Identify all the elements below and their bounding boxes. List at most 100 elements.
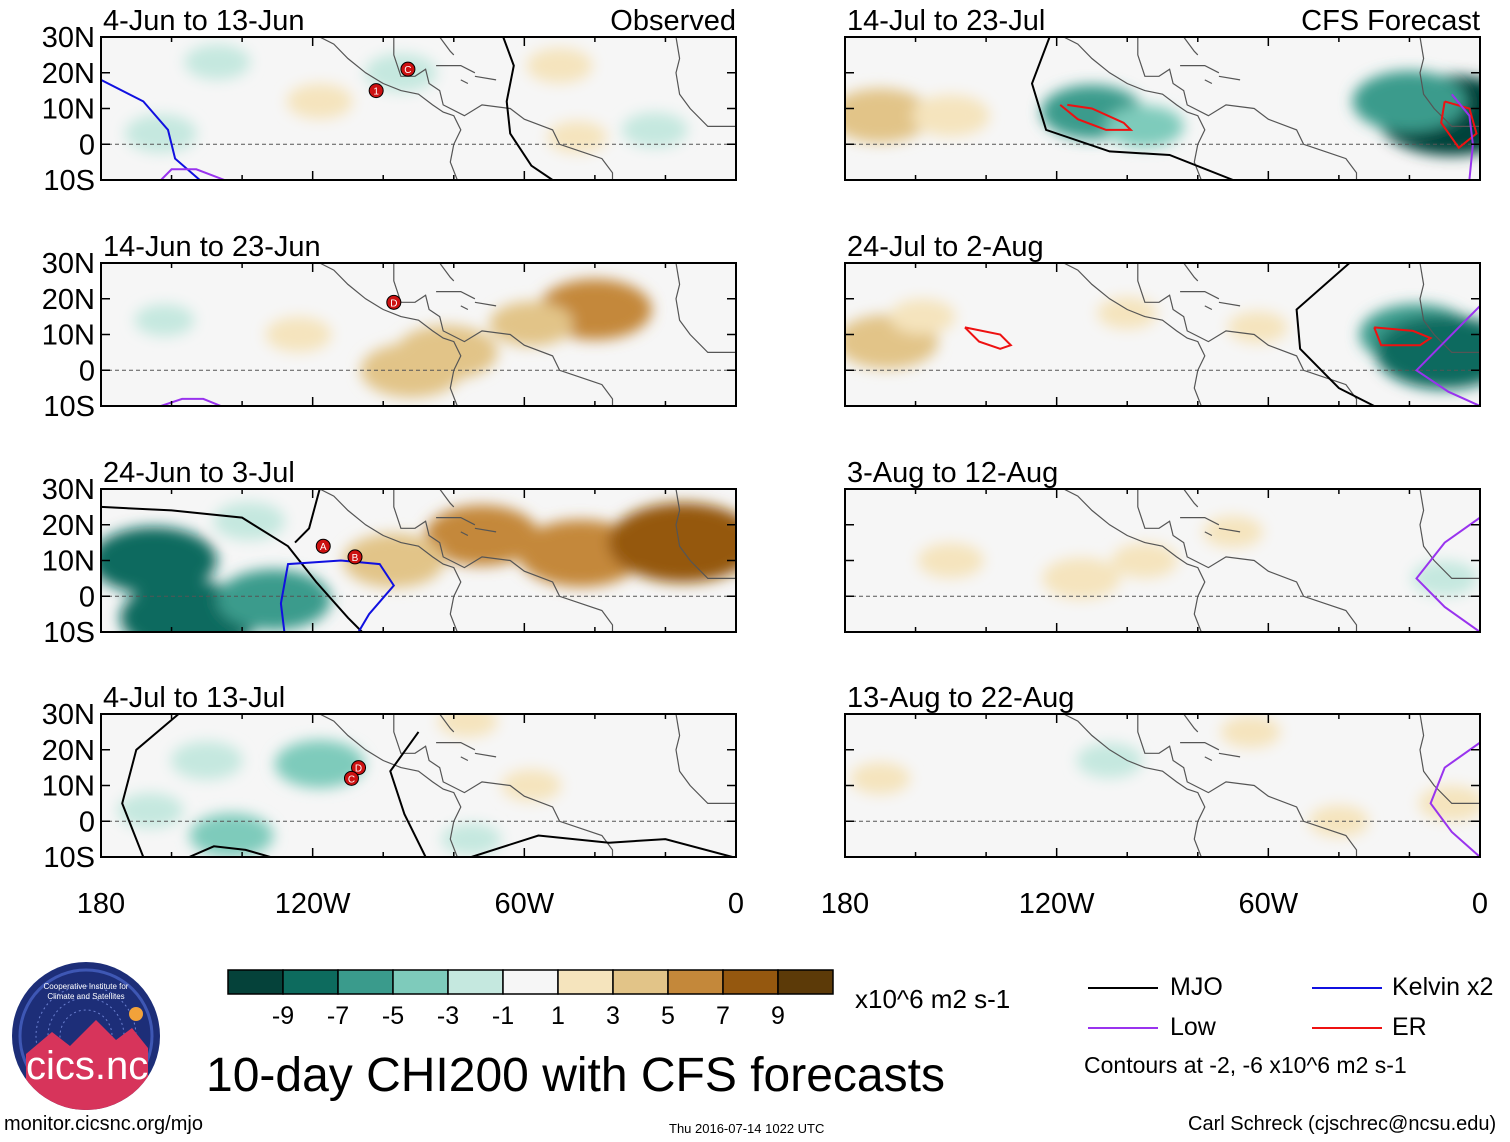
contour-low [1429,741,1480,857]
panel-background [845,714,1480,857]
coastline [1419,714,1480,804]
anomaly-blob [845,88,932,143]
anomaly-blob [608,502,736,583]
anomaly-blob [526,48,593,84]
storm-marker-label: C [404,65,411,76]
lat-tick-label: 30N [42,22,95,54]
coastline [1419,263,1480,353]
lat-tick-label: 10N [42,546,95,578]
anomaly-blob [1227,311,1288,344]
storm-marker-label: D [390,298,397,309]
coastline [1218,301,1241,307]
contour-mjo [121,714,180,857]
colorbar: -9 -7 -5 -3 -1 1 3 5 7 9 [227,969,834,1030]
coastline [1419,489,1480,579]
panel-period-label: 24-Jun to 3-Jul [103,457,295,489]
colorbar-swatch [722,969,779,995]
legend-label-mjo: MJO [1170,973,1223,1001]
contour-mjo [502,37,554,180]
colorbar-tick-label: -3 [437,1002,459,1030]
colorbar-tick-label: -9 [272,1002,294,1030]
coastline [1180,742,1220,751]
colorbar-swatch [667,969,724,995]
lat-tick-label: 10N [42,94,95,126]
lat-tick-label: 20N [42,735,95,767]
storm-marker-label: B [352,553,359,564]
storm-marker: C [343,770,359,786]
anomaly-blob [364,53,437,92]
anomaly-blob [286,83,353,119]
coastline [1204,305,1213,311]
lon-tick-label: 120W [275,888,351,920]
cics-logo: cics.nc Cooperative Institute for Climat… [12,962,160,1110]
panel-source-label: Observed [610,5,736,37]
coastline [1183,489,1199,508]
colorbar-tick-label: 3 [606,1002,620,1030]
panel-period-label: 13-Aug to 22-Aug [847,682,1074,714]
colorbar-swatch [612,969,669,995]
lat-tick-label: 10N [42,771,95,803]
contour-mjo [294,489,321,544]
anomaly-blob [1097,297,1158,330]
footer-author: Carl Schreck (cjschrec@ncsu.edu) [1188,1113,1497,1135]
logo-graphic-icon [18,968,154,1110]
storm-marker-label: C [348,774,355,785]
lat-tick-label: 10S [43,617,95,649]
anomaly-blob [1105,105,1184,148]
coastline [1183,263,1199,282]
logo-ring-text: Cooperative Institute for Climate and Sa… [43,982,129,1001]
storm-marker-label: 1 [373,87,379,98]
contour-er [1059,103,1134,131]
coastline [1180,65,1220,74]
panel-period-label: 14-Jun to 23-Jun [103,231,321,263]
coastline [439,37,455,56]
lat-tick-label: 20N [42,284,95,316]
colorbar-tick-label: 7 [716,1002,730,1030]
colorbar-swatch [557,969,614,995]
lat-tick-label: 30N [42,248,95,280]
coastline [1204,79,1213,85]
footer-url: monitor.cicsnc.org/mjo [4,1113,203,1135]
anomaly-blob [437,714,498,738]
lat-tick-label: 10S [43,391,95,423]
coastline [436,291,476,300]
coastline [439,263,455,282]
coastline [675,263,736,353]
colorbar-tick-label: 5 [661,1002,675,1030]
coastline [474,75,497,81]
storm-marker: A [315,538,331,554]
anomaly-blob [1111,542,1178,579]
coastline [474,301,497,307]
anomaly-blob [1375,315,1480,390]
lat-tick-label: 0 [79,355,95,387]
coastline [1183,37,1199,56]
coastline [460,79,469,85]
colorbar-swatch [227,969,284,995]
panel-period-label: 14-Jul to 23-Jul [847,5,1045,37]
anomaly-blob [986,504,1035,531]
lon-tick-label: 180 [821,888,869,920]
coastline [319,489,462,632]
anomaly-blob [265,316,332,353]
anomaly-blob [850,762,911,795]
panel-8: 13-Aug to 22-Aug 180 120W 60W 0 [821,682,1488,920]
coastline [1063,489,1206,632]
anomaly-blob [1042,557,1121,600]
contour-low [160,168,225,180]
coastline [319,263,462,406]
colorbar-tick-label: -7 [327,1002,349,1030]
panel-period-label: 4-Jul to 13-Jul [103,682,285,714]
anomaly-blob [621,112,688,148]
storm-marker-label: A [320,542,327,553]
lat-tick-label: 0 [79,806,95,838]
coastline [1063,714,1206,857]
coastline [460,756,469,762]
coastline [1204,756,1213,762]
coastline [436,65,476,74]
colorbar-swatch [502,969,559,995]
coastline [436,517,476,526]
coastline [1218,75,1241,81]
footer-timestamp: Thu 2016-07-14 1022 UTC [669,1121,825,1136]
